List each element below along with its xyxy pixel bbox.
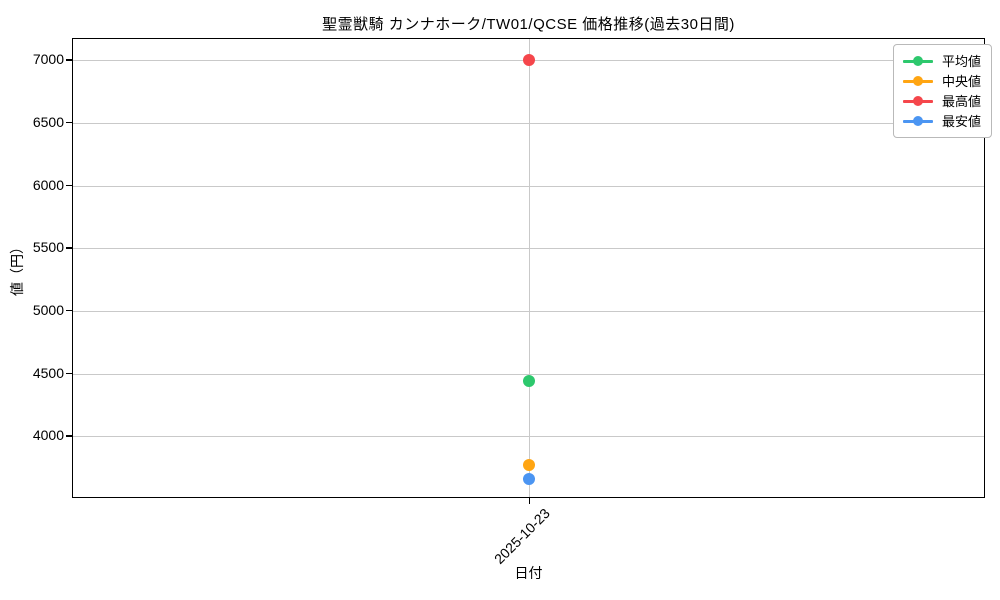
legend-dot xyxy=(912,76,923,86)
y-tick-label: 4000 xyxy=(32,427,64,444)
legend-marker-最高値 xyxy=(902,95,933,107)
legend-item: 最安値 xyxy=(902,111,981,131)
data-point-最安値 xyxy=(522,472,535,485)
legend-marker-平均値 xyxy=(902,55,933,67)
data-point-平均値 xyxy=(522,375,535,388)
y-axis-label: 値（円） xyxy=(9,240,25,296)
legend-label: 中央値 xyxy=(941,73,981,89)
legend: 平均値中央値最高値最安値 xyxy=(892,44,992,138)
legend-label: 最安値 xyxy=(941,113,981,129)
y-tick-mark xyxy=(66,372,72,375)
plot-area xyxy=(72,38,985,498)
y-tick-label: 5000 xyxy=(32,301,64,318)
y-tick-mark xyxy=(66,184,72,187)
chart-title: 聖霊獣騎 カンナホーク/TW01/QCSE 価格推移(過去30日間) xyxy=(322,16,735,33)
legend-item: 平均値 xyxy=(902,51,981,71)
data-point-最高値 xyxy=(522,54,535,67)
y-tick-mark xyxy=(66,247,72,249)
legend-marker-最安値 xyxy=(902,115,933,127)
legend-dot xyxy=(912,56,923,66)
y-tick-label: 4500 xyxy=(32,364,64,381)
x-tick-label: 2025-10-23 xyxy=(491,505,554,567)
x-tick-mark xyxy=(528,498,530,504)
y-tick-mark xyxy=(66,121,72,124)
legend-label: 平均値 xyxy=(941,53,981,69)
legend-dot xyxy=(912,96,923,106)
y-tick-mark xyxy=(66,59,72,61)
y-tick-mark xyxy=(66,309,72,312)
legend-item: 最高値 xyxy=(902,91,981,111)
y-tick-label: 5500 xyxy=(32,239,64,256)
y-tick-mark xyxy=(66,435,72,437)
legend-label: 最高値 xyxy=(941,93,981,109)
y-tick-label: 7000 xyxy=(32,51,64,68)
y-tick-label: 6000 xyxy=(32,176,64,193)
v-gridline xyxy=(528,39,530,497)
y-tick-label: 6500 xyxy=(32,113,64,130)
x-axis-label: 日付 xyxy=(514,565,543,581)
legend-item: 中央値 xyxy=(902,71,981,91)
legend-dot xyxy=(912,116,923,126)
data-point-中央値 xyxy=(522,459,535,472)
legend-marker-中央値 xyxy=(902,75,933,87)
